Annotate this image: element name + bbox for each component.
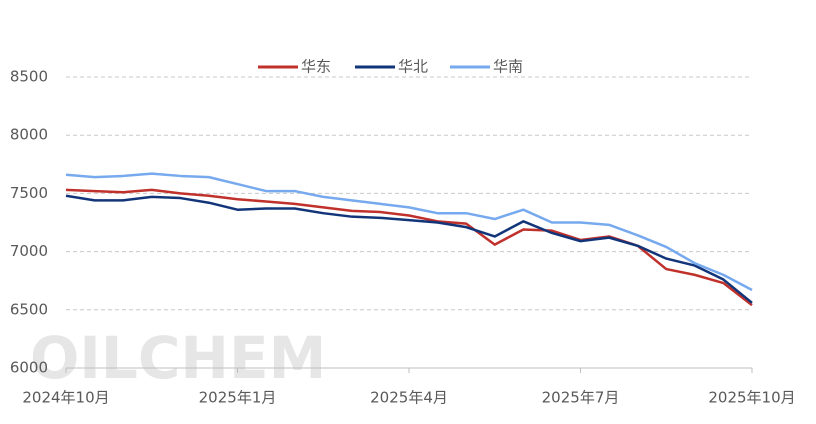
y-tick-label: 8000 [10,126,48,144]
y-tick-label: 6500 [10,300,48,318]
y-tick-label: 7500 [10,184,48,202]
legend-label: 华北 [398,58,428,76]
line-series [65,172,753,292]
y-tick-label: 8500 [10,68,48,86]
x-tick-label: 2025年7月 [542,389,620,407]
x-tick-label: 2025年1月 [199,389,277,407]
x-tick-label: 2025年10月 [708,389,795,407]
y-tick-label: 6000 [10,359,48,377]
line-series [65,194,753,304]
y-tick-label: 7000 [10,242,48,260]
x-tick-label: 2024年10月 [22,389,109,407]
x-tick-label: 2025年4月 [370,389,448,407]
legend-label: 华东 [301,58,331,76]
legend-label: 华南 [493,58,523,76]
watermark: OILCHEM [30,324,326,392]
